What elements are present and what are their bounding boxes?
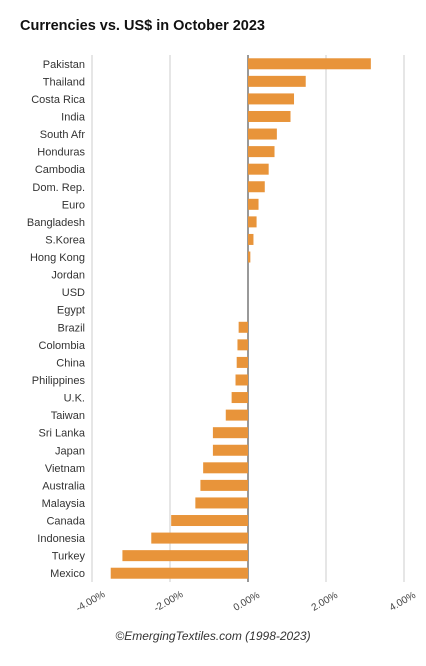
category-label: Euro bbox=[62, 199, 85, 211]
category-label: Colombia bbox=[39, 340, 86, 352]
category-label: Honduras bbox=[37, 147, 85, 159]
category-label: Cambodia bbox=[35, 164, 86, 176]
category-label: Thailand bbox=[43, 76, 85, 88]
category-label: Pakistan bbox=[43, 59, 85, 71]
bar bbox=[200, 479, 248, 491]
category-label: Egypt bbox=[57, 305, 85, 317]
bar bbox=[248, 216, 257, 228]
bar bbox=[248, 181, 265, 193]
x-tick-label: 2.00% bbox=[310, 590, 340, 614]
x-tick-label: 0.00% bbox=[232, 590, 262, 614]
bar bbox=[248, 58, 371, 70]
category-label: India bbox=[61, 111, 86, 123]
category-label: S.Korea bbox=[45, 234, 86, 246]
bar bbox=[225, 409, 248, 421]
x-tick-label: -4.00% bbox=[74, 589, 107, 614]
bar bbox=[212, 427, 248, 439]
bar bbox=[248, 128, 277, 140]
category-label: South Afr bbox=[40, 129, 86, 141]
category-label: Jordan bbox=[51, 270, 85, 282]
category-label: Canada bbox=[46, 516, 85, 528]
bar bbox=[235, 374, 248, 386]
category-label: Sri Lanka bbox=[39, 428, 86, 440]
category-label: Turkey bbox=[52, 551, 86, 563]
bar bbox=[122, 550, 248, 562]
chart-title: Currencies vs. US$ in October 2023 bbox=[20, 18, 265, 34]
category-label: U.K. bbox=[64, 393, 85, 405]
category-label: Philippines bbox=[32, 375, 86, 387]
bar bbox=[110, 567, 248, 579]
bar bbox=[236, 356, 248, 368]
category-label: Indonesia bbox=[37, 533, 86, 545]
bar bbox=[248, 146, 275, 158]
x-tick-label: -2.00% bbox=[152, 589, 185, 614]
bar bbox=[238, 321, 248, 333]
bar bbox=[248, 198, 259, 210]
category-label: Dom. Rep. bbox=[32, 182, 85, 194]
category-label: Bangladesh bbox=[27, 217, 85, 229]
category-label: Taiwan bbox=[51, 410, 85, 422]
category-label: Hong Kong bbox=[30, 252, 85, 264]
bar bbox=[248, 110, 291, 122]
category-label: Australia bbox=[42, 480, 86, 492]
category-label: Vietnam bbox=[45, 463, 85, 475]
bar bbox=[248, 93, 295, 105]
category-label: USD bbox=[62, 287, 85, 299]
category-label: Japan bbox=[55, 445, 85, 457]
bar bbox=[248, 163, 269, 175]
category-label: Malaysia bbox=[42, 498, 86, 510]
copyright-footer: ©EmergingTextiles.com (1998-2023) bbox=[115, 629, 311, 643]
category-label: China bbox=[56, 357, 86, 369]
category-label: Mexico bbox=[50, 568, 85, 580]
bar bbox=[237, 339, 248, 351]
bar bbox=[195, 497, 248, 509]
bar bbox=[212, 444, 248, 456]
category-label: Brazil bbox=[57, 322, 85, 334]
bar bbox=[203, 462, 248, 474]
x-tick-label: 4.00% bbox=[388, 590, 418, 614]
category-label: Costa Rica bbox=[31, 94, 86, 106]
bar bbox=[248, 233, 254, 245]
bar bbox=[171, 515, 248, 527]
bar bbox=[151, 532, 248, 544]
bar bbox=[248, 75, 306, 87]
bar bbox=[231, 392, 248, 404]
bar bbox=[248, 251, 251, 263]
